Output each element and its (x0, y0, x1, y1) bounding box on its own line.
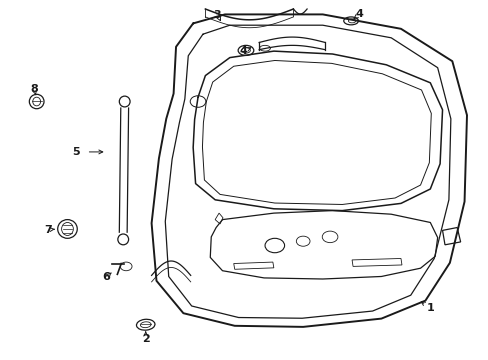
Text: 2: 2 (142, 334, 149, 344)
Text: 8: 8 (30, 84, 38, 94)
Text: 3: 3 (213, 10, 221, 20)
Text: 4: 4 (355, 9, 363, 19)
Text: 4: 4 (239, 46, 247, 56)
Text: 6: 6 (102, 272, 110, 282)
Text: 7: 7 (44, 225, 52, 235)
Text: 5: 5 (72, 147, 80, 157)
Text: 1: 1 (426, 303, 433, 313)
